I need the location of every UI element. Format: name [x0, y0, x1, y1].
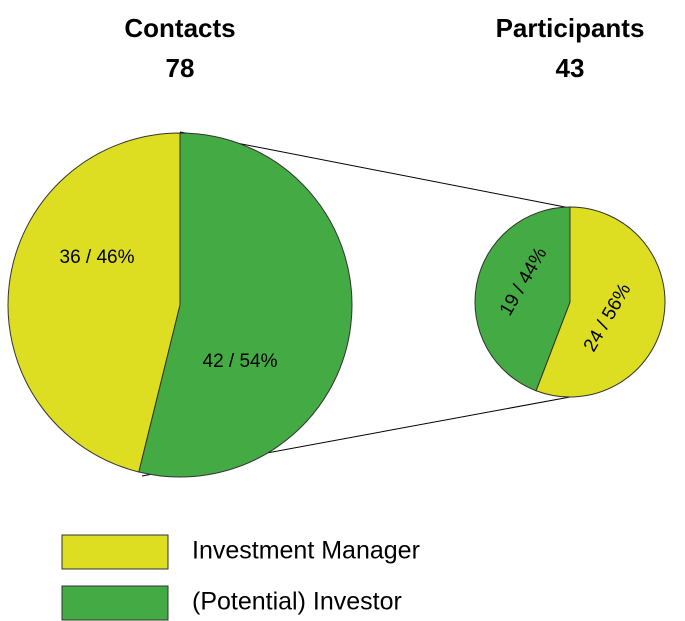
pie-slice: [138, 132, 353, 478]
connector: [179, 131, 571, 209]
legend-label: Investment Manager: [192, 537, 420, 565]
chart-total: 43: [556, 53, 585, 83]
chart-title: Contacts: [124, 13, 235, 43]
value-label: 36 / 46%: [60, 247, 135, 268]
legend-swatch: [61, 585, 169, 621]
chart-title: Participants: [496, 13, 645, 43]
chart-total: 78: [166, 53, 195, 83]
pie-slice: [7, 132, 181, 473]
pie-slice: [474, 206, 571, 392]
value-label: 42 / 54%: [203, 351, 278, 372]
pie-slice: [535, 206, 666, 398]
legend-label: (Potential) Investor: [192, 588, 402, 616]
legend-swatch: [61, 534, 169, 570]
